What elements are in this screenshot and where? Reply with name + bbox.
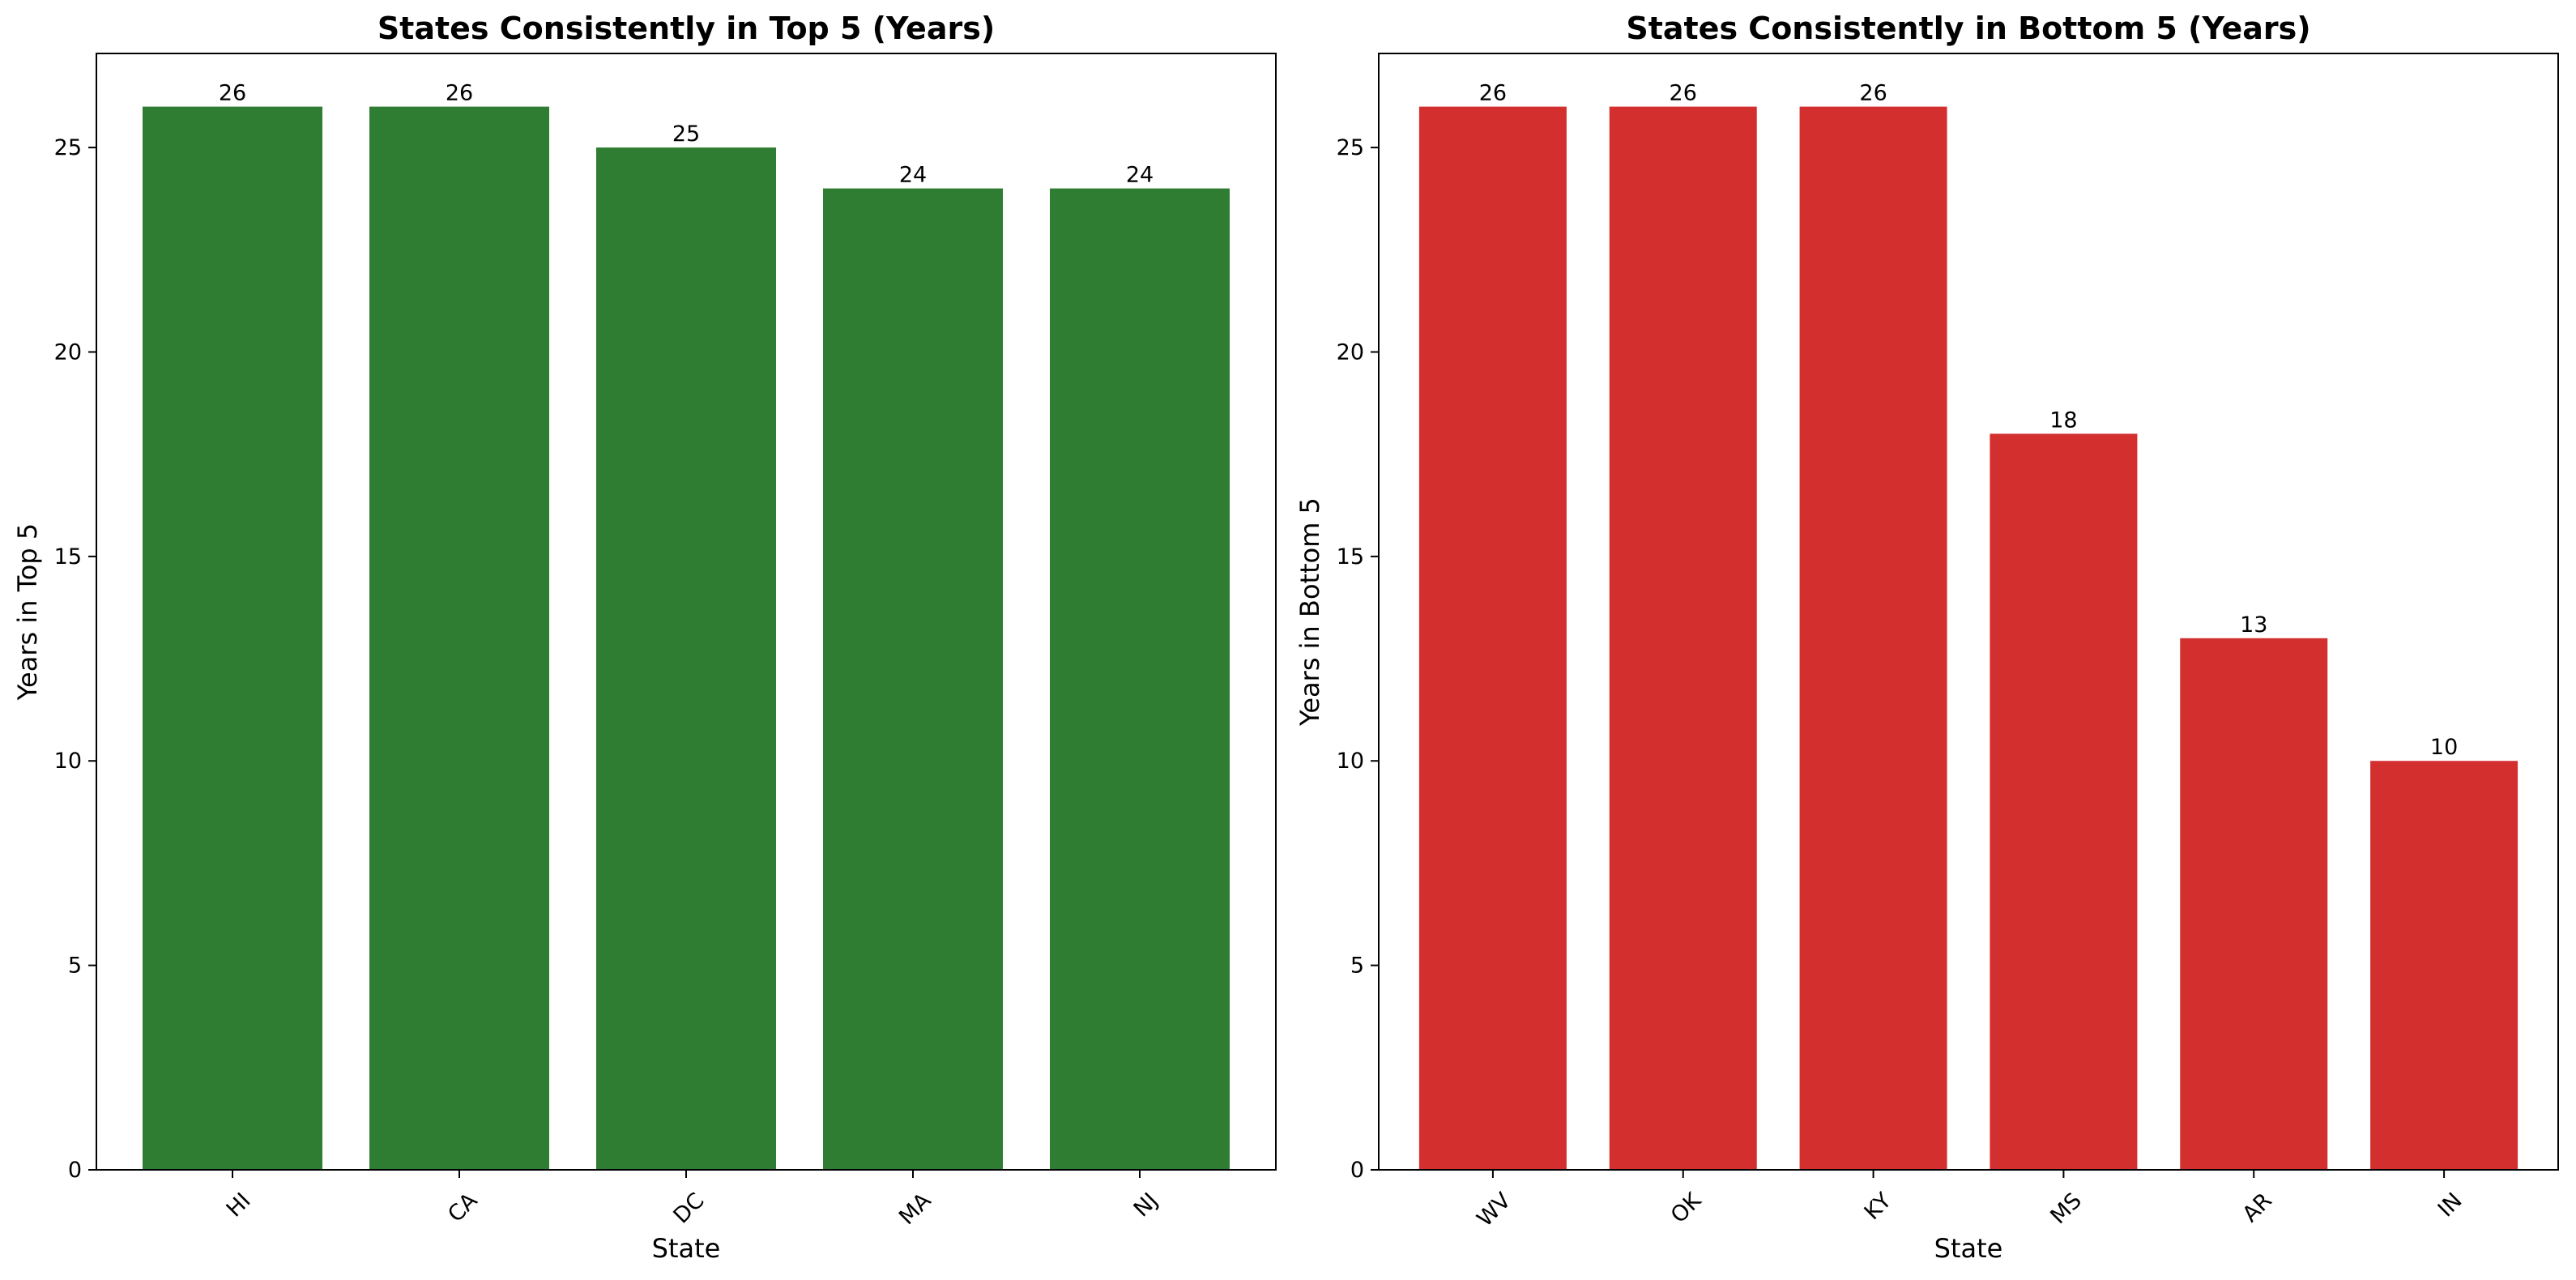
bottom5-x-tick-label: AR <box>2238 1188 2277 1227</box>
top5-y-tick-label: 15 <box>54 544 82 570</box>
top5-data-label: 25 <box>672 122 700 147</box>
bottom5-x-tick-label: KY <box>1860 1188 1897 1225</box>
bottom5-y-tick-label: 15 <box>1337 544 1364 570</box>
bottom5-data-label: 18 <box>2049 407 2077 433</box>
top5-bar-dc <box>596 147 776 1171</box>
top5-data-label: 24 <box>899 163 927 188</box>
top5-data-label: 24 <box>1126 163 1154 188</box>
bottom5-bar-ms <box>1990 433 2138 1170</box>
bottom5-data-label: 26 <box>1670 81 1697 106</box>
bottom5-axes-frame <box>1378 53 2559 1171</box>
bottom5-x-axis-label: State <box>1934 1233 2003 1264</box>
bottom5-x-tick-label: MS <box>2045 1188 2087 1230</box>
bottom5-chart-title: States Consistently in Bottom 5 (Years) <box>1626 11 2310 46</box>
bottom5-data-label: 26 <box>1479 81 1507 106</box>
top5-bar-hi <box>143 106 322 1171</box>
top5-y-tick-label: 20 <box>54 339 82 365</box>
top5-data-label: 26 <box>446 81 473 106</box>
top5-chart: 26 26 25 24 24 0 5 10 15 20 25 HI CA DC MA NJ States Con… <box>12 11 1277 1264</box>
bottom5-bar-wv <box>1418 106 1567 1171</box>
top5-y-axis-label: Years in Top 5 <box>12 523 43 701</box>
top5-y-tick-label: 25 <box>54 135 82 160</box>
top5-bar-ca <box>369 106 549 1171</box>
top5-x-tick-label: DC <box>669 1188 710 1229</box>
bottom5-bar-ar <box>2180 638 2328 1170</box>
bottom5-bar-in <box>2370 761 2518 1170</box>
bottom5-y-axis-label: Years in Bottom 5 <box>1294 497 1325 727</box>
top5-x-tick-label: MA <box>894 1188 936 1230</box>
top5-y-tick-label: 10 <box>54 749 82 774</box>
top5-x-tick-label: HI <box>222 1188 256 1222</box>
bottom5-y-tick-label: 0 <box>1350 1158 1364 1183</box>
bottom5-y-tick-label: 20 <box>1337 339 1364 365</box>
top5-x-axis-label: State <box>652 1233 721 1264</box>
top5-chart-title: States Consistently in Top 5 (Years) <box>377 11 995 46</box>
bottom5-y-tick-label: 10 <box>1337 749 1364 774</box>
bottom5-x-tick-label: OK <box>1666 1188 1707 1228</box>
bottom5-bar-ky <box>1799 106 1947 1171</box>
bottom5-chart: 26 26 26 18 13 10 0 5 10 15 20 25 WV OK KY MS AR IN States… <box>1294 11 2559 1264</box>
top5-bar-nj <box>1050 188 1230 1171</box>
bottom5-data-label: 10 <box>2430 735 2458 760</box>
bottom5-y-tick-label: 5 <box>1350 954 1364 979</box>
top5-x-tick-label: NJ <box>1129 1188 1163 1222</box>
bottom5-bar-ok <box>1609 106 1757 1171</box>
bottom5-x-tick-label: WV <box>1473 1188 1516 1231</box>
bottom5-data-label: 26 <box>1859 81 1887 106</box>
top5-x-tick-label: CA <box>443 1188 483 1227</box>
top5-bar-ma <box>823 188 1003 1171</box>
top5-y-tick-label: 0 <box>68 1158 82 1183</box>
bottom5-x-tick-label: IN <box>2433 1188 2467 1222</box>
top5-data-label: 26 <box>219 81 246 106</box>
bottom5-y-tick-label: 25 <box>1337 135 1364 160</box>
bottom5-data-label: 13 <box>2240 612 2267 638</box>
top5-y-tick-label: 5 <box>68 954 82 979</box>
